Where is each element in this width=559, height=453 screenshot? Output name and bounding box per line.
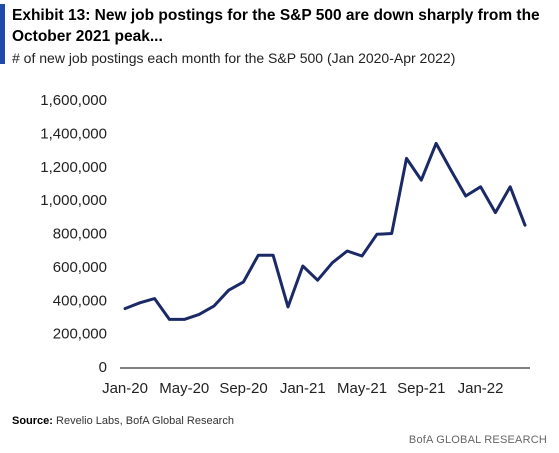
y-tick-label: 1,600,000 <box>40 92 107 109</box>
data-point <box>286 305 290 309</box>
data-point <box>212 304 216 308</box>
data-point <box>301 264 304 268</box>
data-point <box>494 211 497 214</box>
data-point <box>138 301 142 304</box>
series-new-job-postings <box>123 141 527 321</box>
data-point <box>390 232 393 235</box>
chart-subtitle: # of new job postings each month for the… <box>12 50 456 66</box>
y-axis: 0 200,000 400,000 600,000 800,000 1,000,000 1,… <box>40 92 107 376</box>
data-point <box>360 254 364 258</box>
data-point <box>508 185 512 188</box>
data-point <box>197 313 201 316</box>
title-accent-bar <box>0 4 5 64</box>
y-tick-label: 400,000 <box>53 292 107 309</box>
data-point <box>375 233 379 236</box>
data-point <box>523 223 527 227</box>
x-tick-label: Jan-22 <box>458 380 504 397</box>
x-tick-label: Sep-20 <box>219 380 267 397</box>
data-point <box>242 280 245 284</box>
data-point <box>331 261 334 264</box>
data-point <box>479 185 482 188</box>
chart-title: Exhibit 13: New job postings for the S&P… <box>12 7 540 45</box>
brand-footer: BofA GLOBAL RESEARCH <box>408 434 547 446</box>
data-point <box>153 297 156 300</box>
line-chart: 0 200,000 400,000 600,000 800,000 1,000,000 1,… <box>40 92 530 397</box>
data-point <box>183 318 186 321</box>
y-tick-label: 600,000 <box>53 259 107 276</box>
data-point <box>434 142 438 145</box>
data-point <box>420 178 423 182</box>
source-note: Source: Revelio Labs, BofA Global Resear… <box>12 415 234 427</box>
source-text: Revelio Labs, BofA Global Research <box>56 415 234 427</box>
series-line <box>123 141 527 321</box>
x-tick-label: May-20 <box>159 380 209 397</box>
x-tick-label: Sep-21 <box>397 380 445 397</box>
data-point <box>271 253 275 257</box>
y-tick-label: 1,000,000 <box>40 192 107 209</box>
y-tick-label: 800,000 <box>53 226 107 243</box>
data-point <box>464 194 467 198</box>
x-tick-label: May-21 <box>337 380 387 397</box>
source-label: Source: <box>12 415 53 427</box>
y-tick-label: 1,400,000 <box>40 125 107 142</box>
data-point <box>257 253 260 257</box>
y-tick-label: 0 <box>99 359 107 376</box>
y-tick-label: 200,000 <box>53 326 107 343</box>
data-point <box>405 157 408 160</box>
x-tick-label: Jan-21 <box>280 380 326 397</box>
data-point <box>316 279 319 282</box>
data-point <box>227 289 230 292</box>
data-point <box>346 249 349 253</box>
x-axis: Jan-20 May-20 Sep-20 Jan-21 May-21 Sep-21 Jan-… <box>102 367 530 397</box>
y-tick-label: 1,200,000 <box>40 159 107 176</box>
x-tick-label: Jan-20 <box>102 380 148 397</box>
data-point <box>168 318 171 321</box>
data-point <box>449 168 453 172</box>
data-point <box>123 307 127 310</box>
